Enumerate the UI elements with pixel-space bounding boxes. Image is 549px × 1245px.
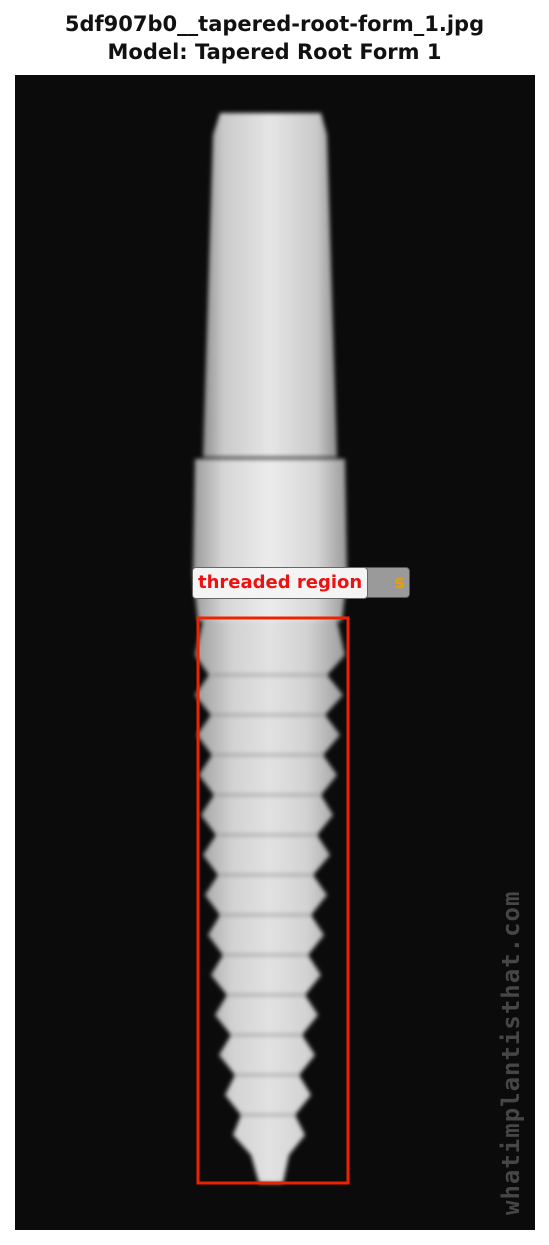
xray-image xyxy=(15,75,535,1230)
model-title: Model: Tapered Root Form 1 xyxy=(107,40,442,64)
watermark-text: whatimplantisthat.com xyxy=(497,890,525,1215)
implant-xray-drawing xyxy=(15,75,535,1230)
threaded-region-label: threaded region xyxy=(192,567,369,599)
thread-shading xyxy=(211,673,327,1117)
filename-title: 5df907b0__tapered-root-form_1.jpg xyxy=(64,12,485,36)
figure-title: 5df907b0__tapered-root-form_1.jpg Model:… xyxy=(0,10,549,66)
hidden-label-tail: s xyxy=(394,572,405,593)
threaded-region-box xyxy=(196,616,350,1185)
